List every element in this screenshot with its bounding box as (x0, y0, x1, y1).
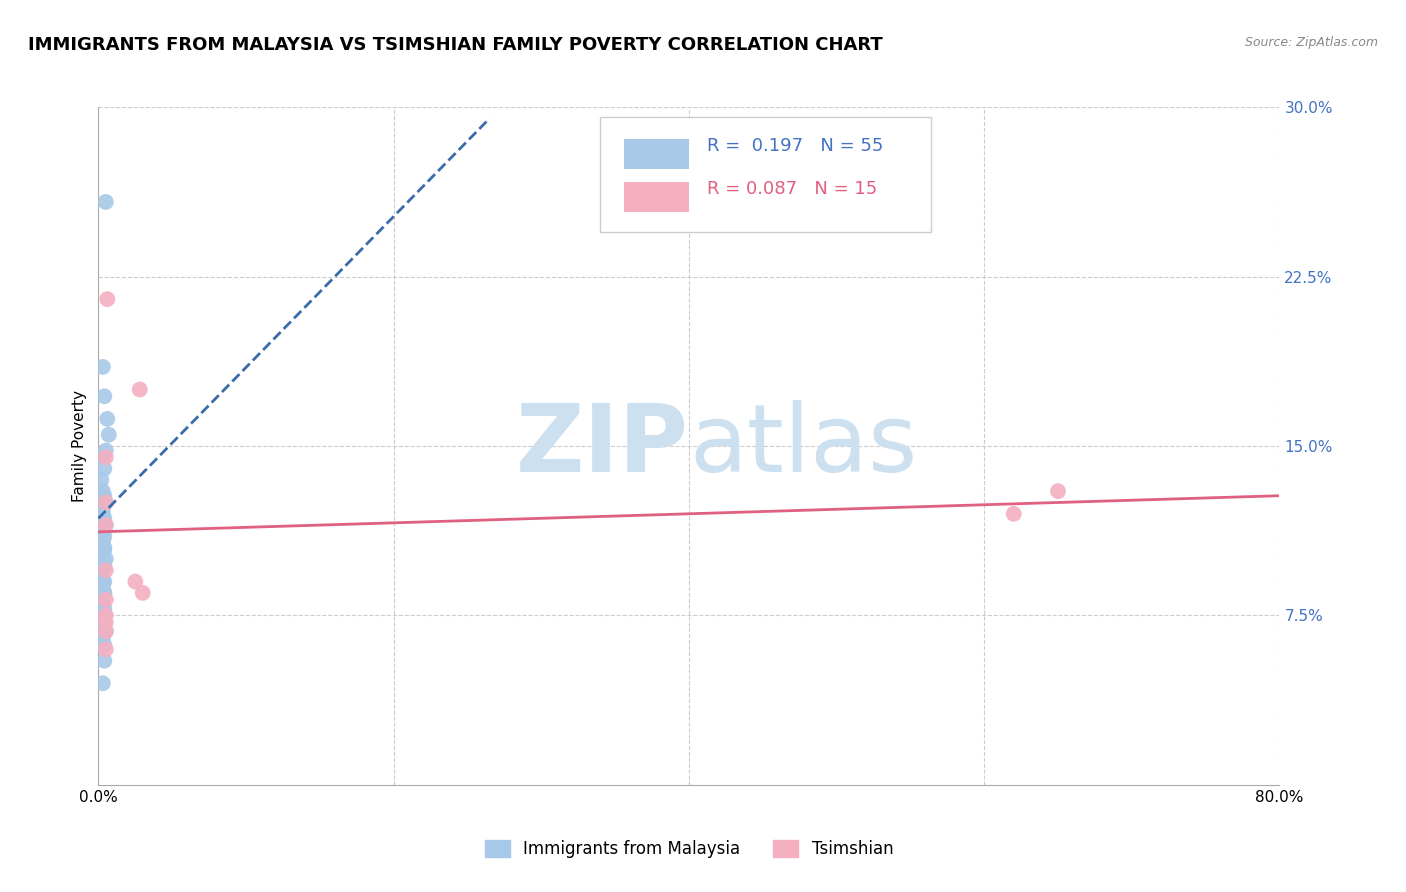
Point (1002, 507, 1025, 521)
Point (90, 563, 112, 577)
Point (91, 484, 114, 499)
FancyBboxPatch shape (624, 139, 689, 169)
FancyBboxPatch shape (600, 117, 931, 233)
Point (93, 557, 115, 571)
FancyBboxPatch shape (624, 182, 689, 212)
Point (132, 586, 155, 600)
Point (91, 359, 114, 374)
Point (93, 541, 115, 555)
Point (93, 601, 115, 615)
Point (91, 608, 114, 623)
Point (91, 620, 114, 634)
Point (93, 638, 115, 652)
Point (90, 524, 112, 539)
Point (91, 579, 114, 593)
Point (94, 495, 117, 509)
Point (91, 574, 114, 589)
Y-axis label: Family Poverty: Family Poverty (72, 390, 87, 502)
Point (93, 529, 115, 543)
Point (94, 518, 117, 533)
Point (90, 529, 112, 543)
Point (97, 427, 120, 442)
Point (93, 461, 115, 475)
Point (93, 574, 115, 589)
Point (94, 624, 117, 639)
Point (93, 389, 115, 403)
Point (94, 592, 117, 607)
Point (93, 543, 115, 558)
Point (128, 383, 150, 397)
Text: atlas: atlas (689, 400, 917, 492)
Point (91, 450, 114, 465)
Text: R =  0.197   N = 55: R = 0.197 N = 55 (707, 136, 883, 155)
Point (94, 495, 117, 509)
Point (93, 586, 115, 600)
Point (91, 502, 114, 516)
Point (91, 552, 114, 566)
Point (90, 570, 112, 584)
Point (93, 489, 115, 503)
Legend: Immigrants from Malaysia, Tsimshian: Immigrants from Malaysia, Tsimshian (478, 833, 900, 864)
Text: Source: ZipAtlas.com: Source: ZipAtlas.com (1244, 36, 1378, 49)
Point (94, 615, 117, 630)
Point (91, 597, 114, 611)
Point (94, 194, 117, 209)
Point (90, 473, 112, 487)
Point (94, 518, 117, 533)
Point (90, 631, 112, 645)
Point (90, 597, 112, 611)
Point (91, 563, 114, 577)
Point (91, 533, 114, 548)
Point (91, 615, 114, 630)
Text: R = 0.087   N = 15: R = 0.087 N = 15 (707, 180, 877, 198)
Point (91, 676, 114, 690)
Point (93, 518, 115, 533)
Point (91, 518, 114, 533)
Point (91, 592, 114, 607)
Point (96, 412, 118, 426)
Point (94, 552, 117, 566)
Point (91, 548, 114, 562)
Text: IMMIGRANTS FROM MALAYSIA VS TSIMSHIAN FAMILY POVERTY CORRELATION CHART: IMMIGRANTS FROM MALAYSIA VS TSIMSHIAN FA… (28, 36, 883, 54)
Point (94, 450, 117, 465)
Point (93, 511, 115, 525)
Point (91, 533, 114, 548)
Point (94, 624, 117, 639)
Point (90, 507, 112, 521)
Point (93, 608, 115, 623)
Text: ZIP: ZIP (516, 400, 689, 492)
Point (1046, 484, 1070, 499)
Point (94, 443, 117, 458)
Point (91, 631, 114, 645)
Point (94, 563, 117, 577)
Point (91, 529, 114, 543)
Point (90, 538, 112, 552)
Point (90, 620, 112, 634)
Point (93, 586, 115, 600)
Point (124, 574, 146, 589)
Point (96, 292, 118, 306)
Point (94, 608, 117, 623)
Point (94, 642, 117, 657)
Point (91, 507, 114, 521)
Point (93, 654, 115, 668)
